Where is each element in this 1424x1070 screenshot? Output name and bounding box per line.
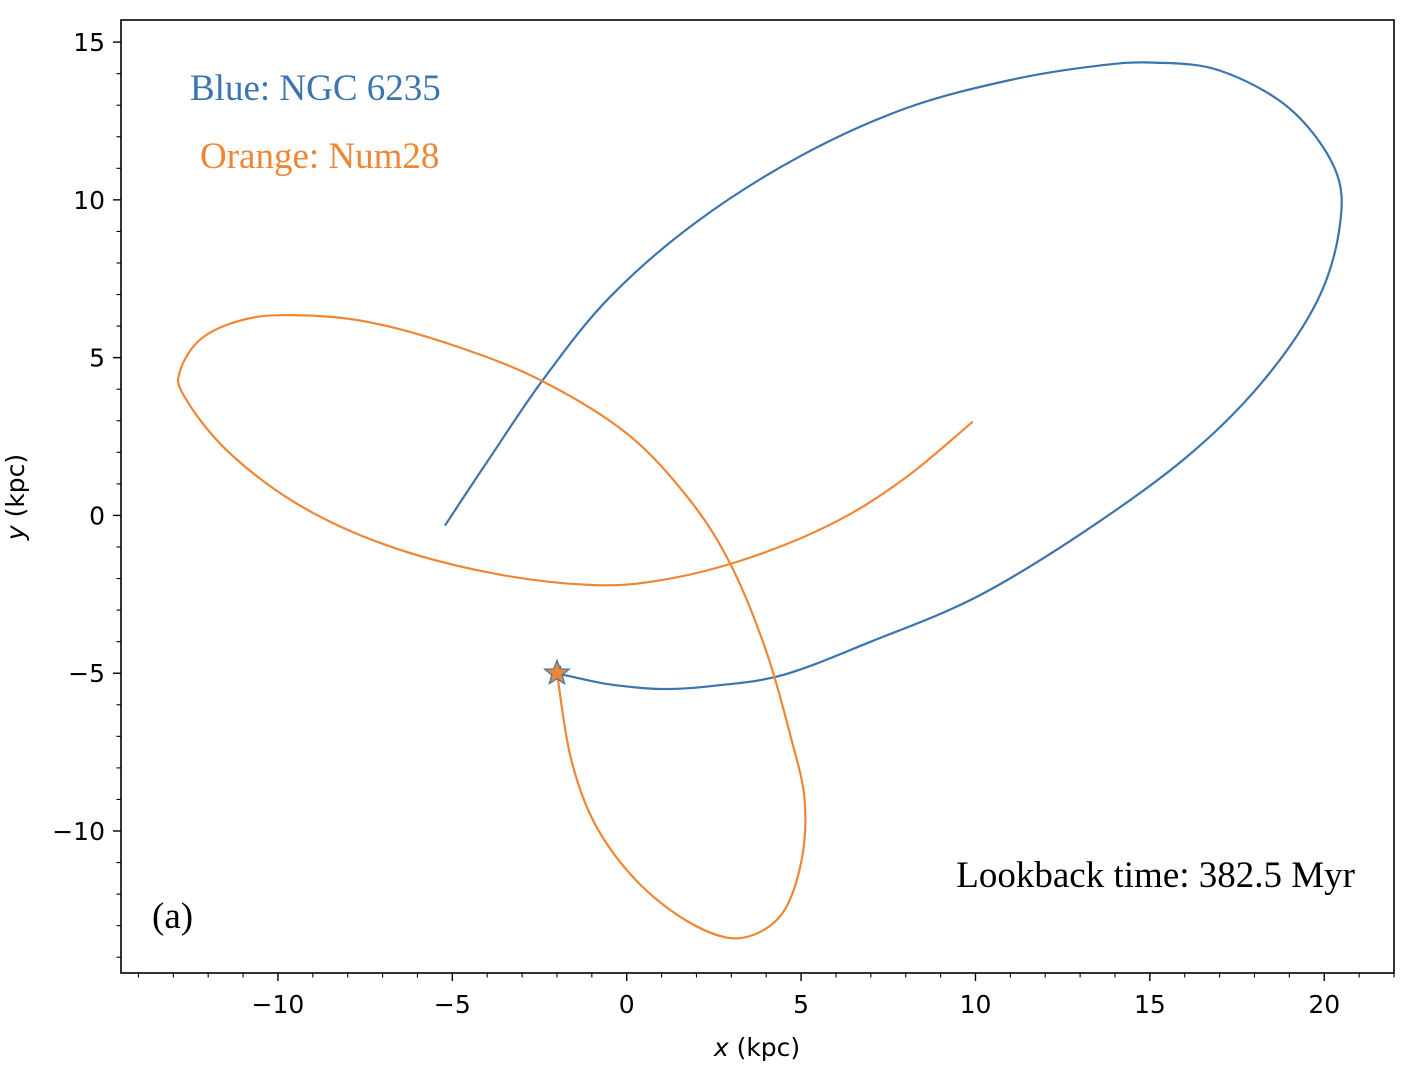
y-axis-ticks: −10 −5 0 5 10 15 <box>52 28 121 958</box>
marker-layer <box>542 658 571 686</box>
y-tick-label: −10 <box>52 817 105 846</box>
y-axis-label: y (kpc) <box>1 454 30 541</box>
panel-label: (a) <box>152 896 193 937</box>
x-axis-label: x (kpc) <box>713 1033 800 1062</box>
x-tick-label: −5 <box>434 990 471 1019</box>
x-tick-label: 10 <box>960 990 992 1019</box>
y-axis-var: y <box>1 524 30 541</box>
x-axis-ticks: −10 −5 0 5 10 15 20 <box>137 973 1395 1019</box>
x-tick-label: −10 <box>252 990 305 1019</box>
y-tick-label: 15 <box>73 28 105 57</box>
current-position-star-marker <box>542 658 571 686</box>
ngc6235-orbit-line <box>444 61 1343 691</box>
lookback-time-label: Lookback time: 382.5 Myr <box>956 855 1355 896</box>
y-tick-label: −5 <box>68 659 105 688</box>
blue-series-label: Blue: NGC 6235 <box>190 68 441 109</box>
orbit-series-layer <box>177 61 1343 940</box>
orange-series-label: Orange: Num28 <box>200 136 439 177</box>
y-tick-label: 0 <box>89 501 105 530</box>
y-tick-label: 5 <box>89 344 105 373</box>
x-tick-label: 0 <box>619 990 635 1019</box>
y-axis-unit: (kpc) <box>1 454 30 526</box>
y-tick-label: 10 <box>73 186 105 215</box>
x-tick-label: 20 <box>1308 990 1340 1019</box>
x-axis-unit: (kpc) <box>729 1033 801 1062</box>
plot-area-frame <box>120 19 1395 974</box>
x-tick-label: 15 <box>1134 990 1166 1019</box>
num28-orbit-line <box>177 313 974 940</box>
x-axis-var: x <box>713 1033 729 1062</box>
x-tick-label: 5 <box>793 990 809 1019</box>
